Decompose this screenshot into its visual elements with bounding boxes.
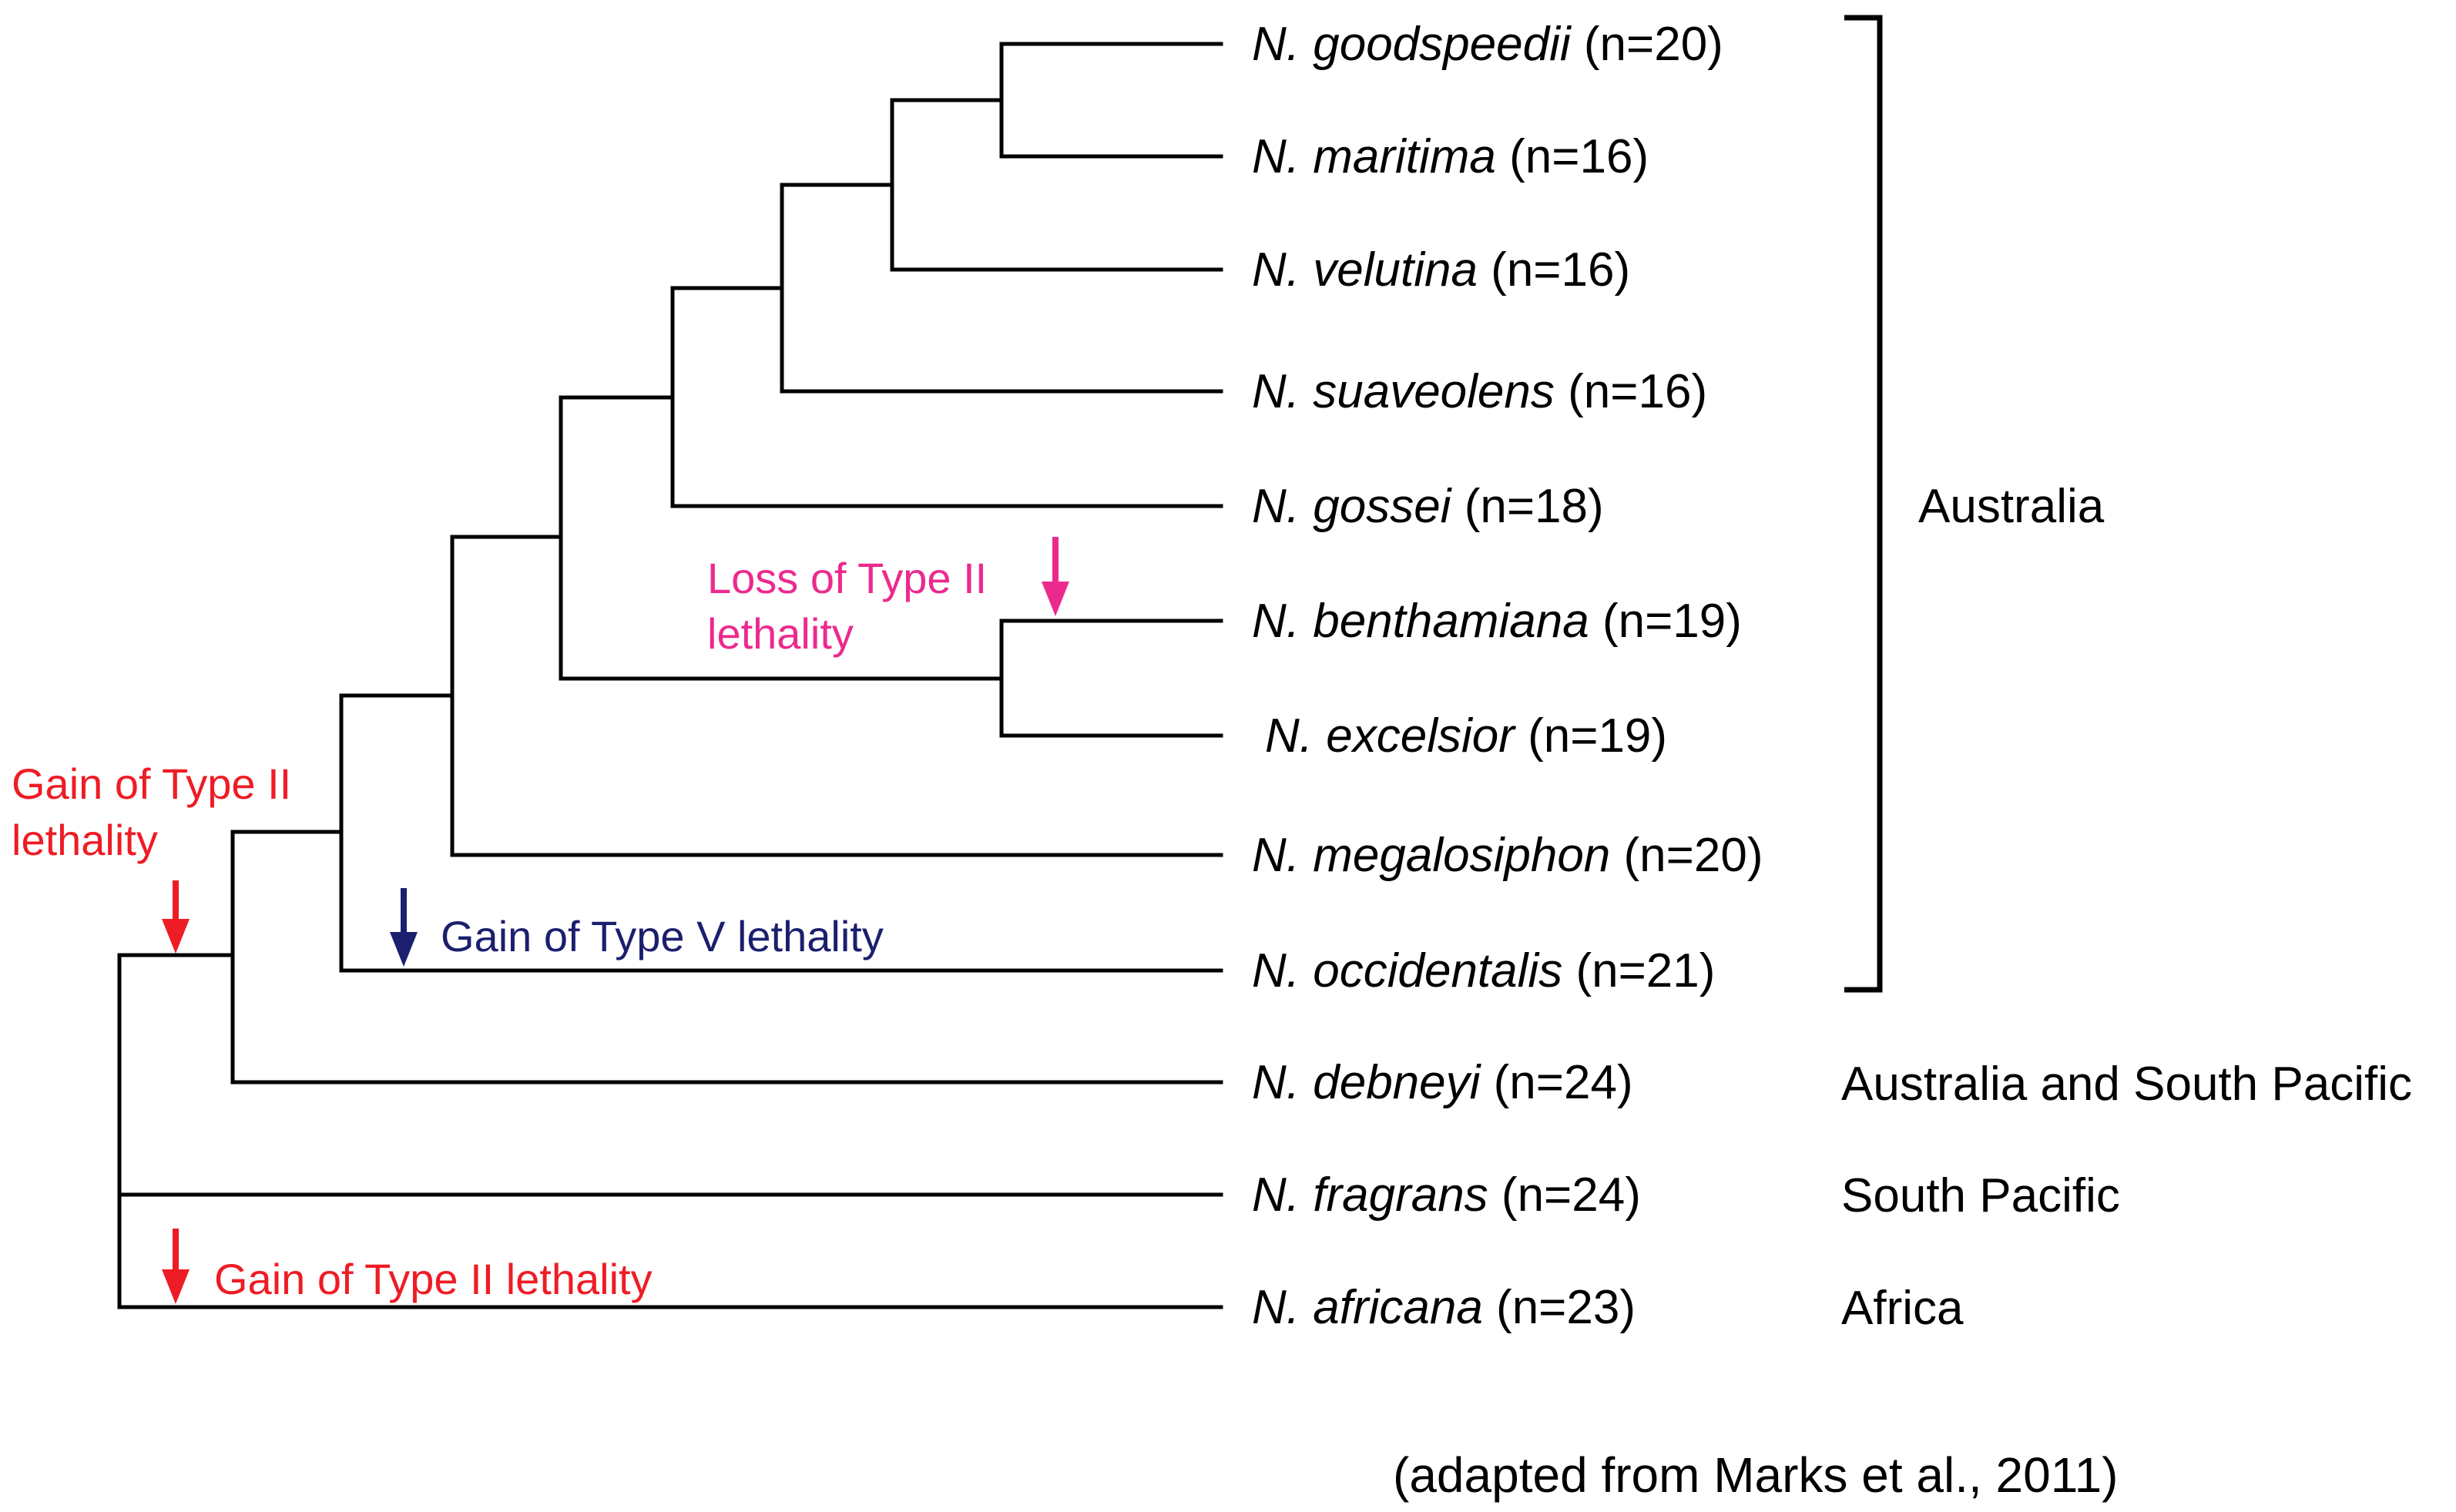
region-labels: Australia Australia and South Pacific So…	[1841, 480, 2412, 1335]
taxon-label-maritima: N. maritima (n=16)	[1252, 130, 1649, 183]
taxon-label-megalosiphon: N. megalosiphon (n=20)	[1252, 829, 1763, 882]
source-note: (adapted from Marks et al., 2011)	[1393, 1447, 2118, 1503]
annotation-gain-type-v-text: Gain of Type V lethality	[441, 912, 884, 961]
down-arrow-icon	[1042, 537, 1069, 616]
australia-bracket	[1844, 15, 1883, 993]
taxon-label-benthamiana: N. benthamiana (n=19)	[1252, 595, 1742, 648]
annotation-loss-type-ii-line2: lethality	[707, 609, 854, 658]
taxon-label-africana: N. africana (n=23)	[1252, 1281, 1636, 1334]
annotation-gain-type-ii-root: Gain of Type II lethality	[12, 759, 291, 954]
taxon-label-excelsior: N. excelsior (n=19)	[1265, 709, 1667, 763]
taxon-label-velutina: N. velutina (n=16)	[1252, 243, 1630, 297]
region-label-australia: Australia	[1918, 480, 2105, 533]
annotation-loss-type-ii-line1: Loss of Type II	[707, 554, 987, 602]
annotation-gain-type-ii-root-line2: lethality	[12, 816, 158, 864]
down-arrow-icon	[162, 1229, 190, 1304]
taxon-label-fragrans: N. fragrans (n=24)	[1252, 1168, 1641, 1222]
annotation-gain-type-ii-africana-text: Gain of Type II lethality	[214, 1255, 653, 1303]
down-arrow-icon	[390, 888, 418, 967]
taxon-label-occidentalis: N. occidentalis (n=21)	[1252, 944, 1715, 997]
down-arrow-icon	[162, 880, 190, 954]
annotation-loss-type-ii: Loss of Type II lethality	[707, 537, 1069, 658]
annotation-gain-type-ii-africana: Gain of Type II lethality	[162, 1229, 653, 1304]
annotation-gain-type-v: Gain of Type V lethality	[390, 888, 884, 967]
taxon-labels: N. goodspeedii (n=20) N. maritima (n=16)…	[1252, 18, 1763, 1334]
taxon-label-gossei: N. gossei (n=18)	[1252, 480, 1604, 533]
taxon-label-debneyi: N. debneyi (n=24)	[1252, 1056, 1633, 1109]
region-label-australia-south-pacific: Australia and South Pacific	[1841, 1058, 2412, 1111]
taxon-label-goodspeedii: N. goodspeedii (n=20)	[1252, 18, 1723, 71]
annotation-gain-type-ii-root-line1: Gain of Type II	[12, 759, 291, 808]
region-label-south-pacific: South Pacific	[1841, 1169, 2120, 1222]
tree-branches	[117, 42, 1223, 1309]
region-label-africa: Africa	[1841, 1282, 1964, 1335]
taxon-label-suaveolens: N. suaveolens (n=16)	[1252, 365, 1707, 418]
